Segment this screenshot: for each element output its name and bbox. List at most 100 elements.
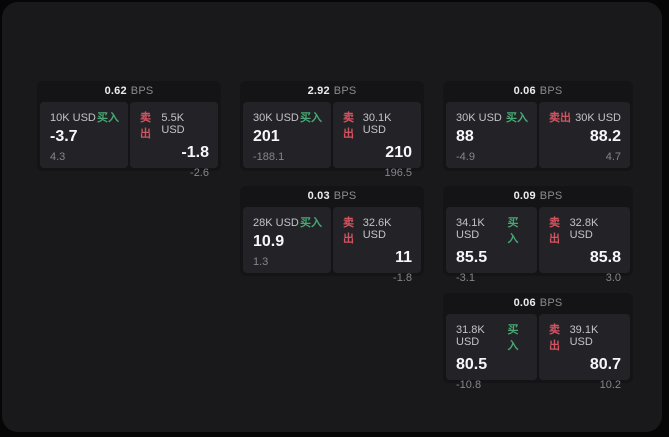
spread-value: 0.03 [307,190,330,202]
quote-panels: 30K USD 买入 201 -188.1 卖出 30.1K USD 210 1… [243,102,421,179]
buy-delta: 4.3 [50,151,66,163]
sell-panel[interactable]: 卖出 30K USD 88.2 4.7 [539,102,630,168]
buy-price: 85.5 [456,249,488,266]
buy-side-label: 买入 [506,112,528,124]
spread-value: 0.06 [513,297,536,309]
buy-delta: -4.9 [456,151,475,163]
quote-card: 0.62 BPS 10K USD 买入 -3.7 4.3 卖出 5.5K USD … [37,81,221,179]
sell-price: 80.7 [589,356,621,373]
buy-amount: 30K USD [253,112,299,124]
quote-panels: 34.1K USD 买入 85.5 -3.1 卖出 32.8K USD 85.8… [446,207,630,284]
card-header: 2.92 BPS [243,81,421,102]
sell-delta: -1.8 [393,272,412,284]
buy-panel-top: 10K USD 买入 [50,109,119,125]
buy-side-label: 买入 [507,217,519,245]
spread-value: 0.06 [513,85,536,97]
quote-card: 0.06 BPS 31.8K USD 买入 80.5 -10.8 卖出 39.1K… [443,293,633,391]
sell-panel[interactable]: 卖出 32.8K USD 85.8 3.0 [539,207,630,284]
buy-panel-top: 30K USD 买入 [253,109,322,125]
buy-panel-top: 30K USD 买入 [456,109,528,125]
quote-card: 0.03 BPS 28K USD 买入 10.9 1.3 卖出 32.6K USD… [240,186,424,284]
buy-delta: -188.1 [253,151,285,163]
sell-side-label: 卖出 [549,217,560,245]
sell-price: 210 [385,144,412,161]
sell-panel-top: 卖出 32.6K USD [343,214,412,246]
sell-price: 88.2 [589,128,621,145]
quote-panels: 30K USD 买入 88 -4.9 卖出 30K USD 88.2 4.7 [446,102,630,168]
card-header: 0.09 BPS [446,186,630,207]
quote-panels: 28K USD 买入 10.9 1.3 卖出 32.6K USD 11 -1.8 [243,207,421,284]
sell-delta: -2.6 [190,167,209,179]
sell-panel-top: 卖出 32.8K USD [549,214,621,246]
buy-side-label: 买入 [507,324,519,352]
quote-panels: 10K USD 买入 -3.7 4.3 卖出 5.5K USD -1.8 -2.… [40,102,218,179]
spread-value: 2.92 [307,85,330,97]
sell-delta: 3.0 [605,272,621,284]
spread-value: 0.09 [513,190,536,202]
buy-side-label: 买入 [300,112,322,124]
buy-panel[interactable]: 10K USD 买入 -3.7 4.3 [40,102,128,168]
sell-panel[interactable]: 卖出 39.1K USD 80.7 10.2 [539,314,630,391]
quote-card: 2.92 BPS 30K USD 买入 201 -188.1 卖出 30.1K U… [240,81,424,179]
buy-amount: 31.8K USD [456,324,485,348]
buy-panel-top: 31.8K USD 买入 [456,321,528,353]
buy-price: -3.7 [50,128,78,145]
spread-value: 0.62 [104,85,127,97]
buy-price: 10.9 [253,233,285,250]
app-surface: 0.62 BPS 10K USD 买入 -3.7 4.3 卖出 5.5K USD … [2,2,662,432]
sell-side-label: 卖出 [140,112,151,140]
card-header: 0.62 BPS [40,81,218,102]
buy-panel-top: 34.1K USD 买入 [456,214,528,246]
buy-delta: -3.1 [456,272,475,284]
sell-side-label: 卖出 [343,217,354,245]
sell-delta: 196.5 [384,167,412,179]
sell-panel-top: 卖出 30.1K USD [343,109,412,141]
buy-price: 88 [456,128,474,145]
buy-panel[interactable]: 30K USD 买入 201 -188.1 [243,102,331,168]
sell-side-label: 卖出 [343,112,354,140]
buy-price: 80.5 [456,356,488,373]
sell-amount: 32.6K USD [362,217,392,241]
buy-panel[interactable]: 30K USD 买入 88 -4.9 [446,102,537,168]
quote-card: 0.09 BPS 34.1K USD 买入 85.5 -3.1 卖出 32.8K … [443,186,633,284]
buy-price: 201 [253,128,280,145]
quote-card: 0.06 BPS 30K USD 买入 88 -4.9 卖出 30K USD 88… [443,81,633,171]
buy-panel[interactable]: 28K USD 买入 10.9 1.3 [243,207,331,273]
buy-amount: 10K USD [50,112,96,124]
sell-amount: 30.1K USD [362,112,392,136]
buy-amount: 34.1K USD [456,217,485,241]
sell-amount: 30K USD [575,112,621,124]
buy-panel[interactable]: 34.1K USD 买入 85.5 -3.1 [446,207,537,284]
buy-delta: -10.8 [456,379,482,391]
spread-unit-label: BPS [539,190,563,202]
buy-side-label: 买入 [300,217,322,229]
sell-delta: 4.7 [605,151,621,163]
sell-price: 85.8 [589,249,621,266]
spread-unit-label: BPS [539,85,563,97]
buy-amount: 28K USD [253,217,299,229]
sell-amount: 5.5K USD [161,112,185,136]
card-header: 0.06 BPS [446,293,630,314]
spread-unit-label: BPS [539,297,563,309]
quote-panels: 31.8K USD 买入 80.5 -10.8 卖出 39.1K USD 80.… [446,314,630,391]
sell-panel-top: 卖出 39.1K USD [549,321,621,353]
buy-side-label: 买入 [97,112,119,124]
sell-side-label: 卖出 [549,112,571,124]
buy-delta: 1.3 [253,256,269,268]
buy-panel[interactable]: 31.8K USD 买入 80.5 -10.8 [446,314,537,391]
sell-amount: 32.8K USD [569,217,599,241]
spread-unit-label: BPS [130,85,154,97]
sell-panel[interactable]: 卖出 32.6K USD 11 -1.8 [333,207,421,284]
spread-unit-label: BPS [333,85,357,97]
sell-price: 11 [395,249,412,266]
buy-amount: 30K USD [456,112,502,124]
sell-amount: 39.1K USD [569,324,599,348]
buy-panel-top: 28K USD 买入 [253,214,322,230]
card-header: 0.03 BPS [243,186,421,207]
sell-panel[interactable]: 卖出 5.5K USD -1.8 -2.6 [130,102,218,179]
sell-side-label: 卖出 [549,324,560,352]
sell-panel[interactable]: 卖出 30.1K USD 210 196.5 [333,102,421,179]
card-header: 0.06 BPS [446,81,630,102]
sell-panel-top: 卖出 30K USD [549,109,621,125]
